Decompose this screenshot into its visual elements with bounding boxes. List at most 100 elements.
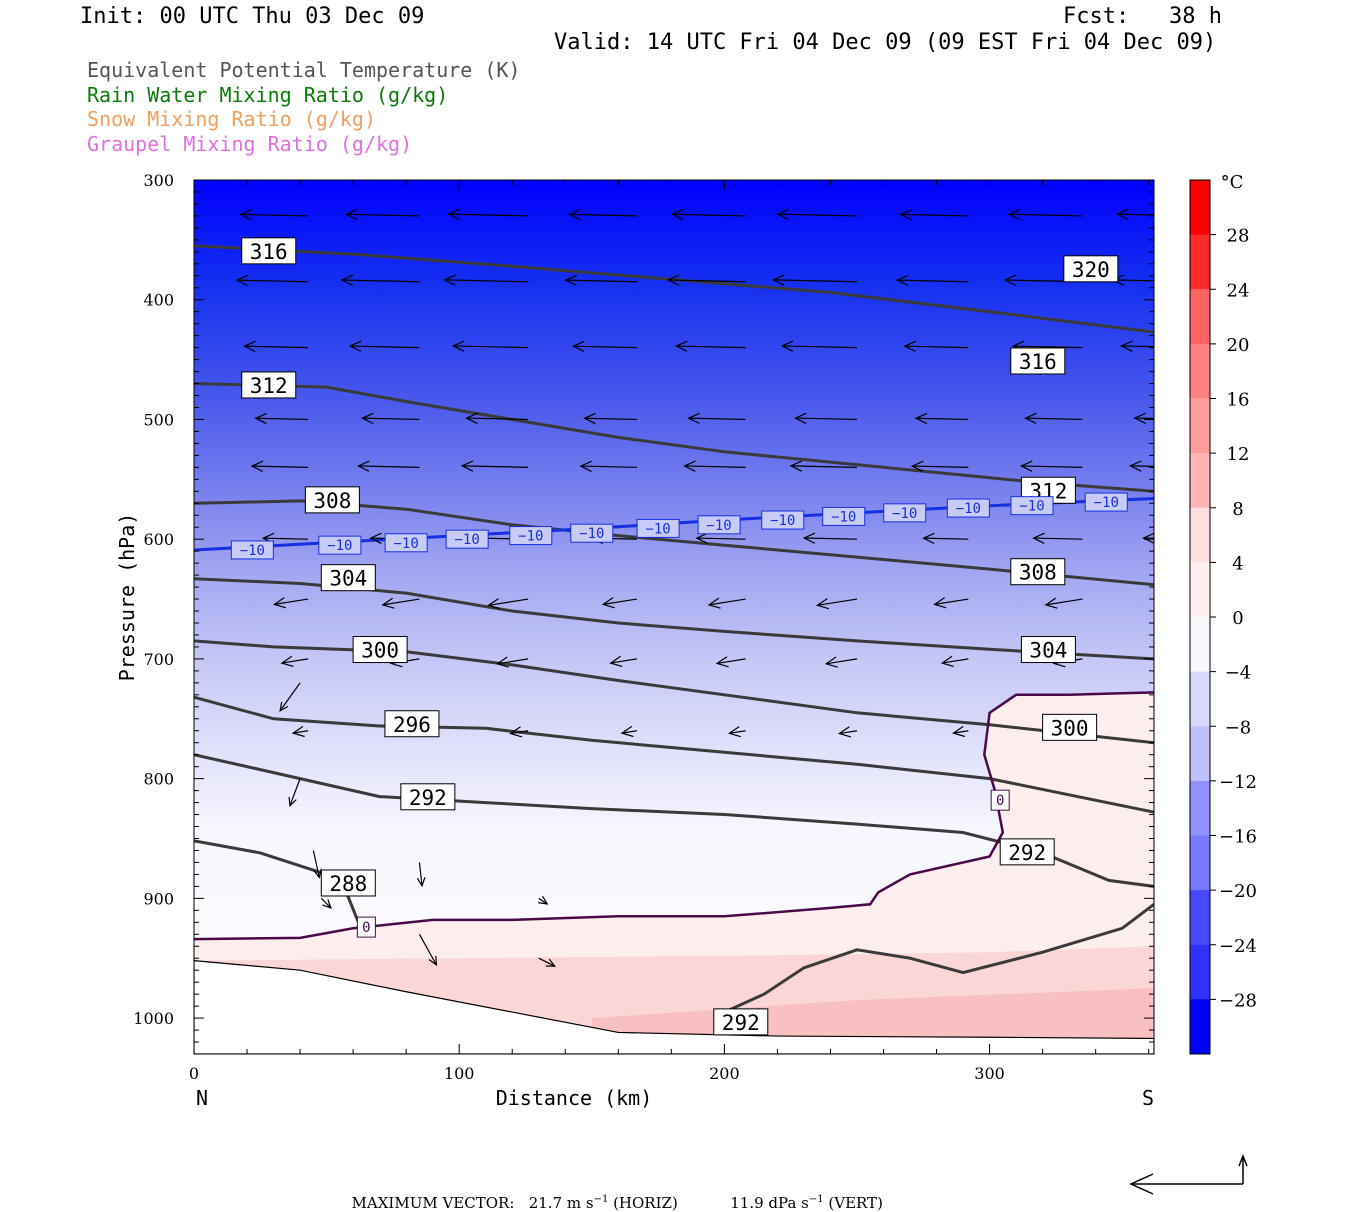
colorbar-swatch bbox=[1190, 343, 1210, 399]
wind-vector-head bbox=[443, 274, 456, 286]
max-vector-label: MAXIMUM VECTOR: bbox=[351, 1194, 515, 1212]
colorbar-swatch bbox=[1190, 562, 1210, 618]
wind-vector-head bbox=[940, 655, 954, 667]
x-tick-label: 300 bbox=[974, 1064, 1005, 1083]
wind-vector-head bbox=[250, 460, 264, 472]
wind-vector-head bbox=[780, 340, 794, 352]
wind-vector bbox=[584, 417, 637, 421]
x-tick-label: 0 bbox=[189, 1064, 199, 1083]
wind-vector-head bbox=[727, 726, 741, 738]
colorbar-label: 12 bbox=[1227, 444, 1250, 465]
theta-e-label: 288 bbox=[329, 872, 367, 896]
init-time: Init: 00 UTC Thu 03 Dec 09 bbox=[80, 4, 425, 29]
wind-vector bbox=[942, 658, 969, 664]
wind-vector-head bbox=[460, 460, 474, 472]
theta-e-label-box bbox=[1042, 713, 1098, 741]
wind-vector bbox=[462, 465, 529, 468]
wind-vector-head bbox=[340, 274, 354, 286]
theta-e-label: 300 bbox=[1051, 716, 1089, 740]
wind-vector bbox=[342, 279, 420, 283]
wind-vector bbox=[362, 417, 420, 421]
wind-vector-head bbox=[666, 274, 680, 286]
y-tick-label: 900 bbox=[143, 889, 174, 908]
theta-e-label: 304 bbox=[1029, 639, 1067, 663]
wind-vector bbox=[1045, 598, 1083, 606]
wind-vector-head bbox=[922, 532, 935, 545]
wind-vector bbox=[281, 658, 309, 664]
wind-vector bbox=[292, 730, 309, 734]
wind-vector bbox=[1112, 279, 1154, 282]
wind-vector bbox=[538, 957, 556, 967]
y-tick-label: 500 bbox=[143, 410, 174, 429]
max-vector-readout: MAXIMUM VECTOR: 21.7 m s−1 (HORIZ) 11.9 … bbox=[342, 1176, 883, 1212]
wind-vector-head bbox=[910, 460, 924, 472]
wind-vector bbox=[580, 465, 637, 468]
x-axis-title: Distance (km) bbox=[496, 1086, 653, 1110]
isotherm-0 bbox=[194, 691, 1154, 941]
wind-vector-head bbox=[838, 726, 852, 738]
theta-e-label-box bbox=[241, 371, 297, 399]
wind-vector-head bbox=[1019, 460, 1033, 472]
wind-vectors bbox=[235, 208, 1178, 967]
wind-vector bbox=[274, 598, 309, 605]
wind-vector-head bbox=[776, 208, 789, 221]
wind-vector-head bbox=[273, 597, 287, 609]
wind-vector bbox=[790, 465, 857, 468]
wind-vector-head bbox=[715, 656, 729, 668]
x-end-label-left: N bbox=[196, 1086, 208, 1110]
wind-vector bbox=[603, 598, 637, 605]
wind-vector bbox=[729, 730, 746, 734]
wind-vector bbox=[684, 465, 746, 468]
colorbar-label: 0 bbox=[1232, 608, 1243, 629]
wind-vector-head bbox=[793, 412, 807, 424]
wind-vector-head bbox=[545, 958, 557, 967]
wind-vector bbox=[795, 417, 857, 421]
isotherm-label-box bbox=[356, 916, 376, 938]
wind-vector-head bbox=[360, 412, 374, 425]
wind-vector bbox=[1009, 213, 1083, 217]
theta-e-label: 312 bbox=[250, 374, 288, 398]
isotherm-label: −10 bbox=[1019, 499, 1044, 515]
theta-e-label-box bbox=[400, 783, 456, 811]
colorbar-swatch bbox=[1190, 835, 1210, 891]
theta-e-label: 300 bbox=[361, 639, 399, 663]
theta-e-label-box bbox=[352, 636, 408, 664]
wind-vector bbox=[826, 658, 858, 665]
colorbar-label: 20 bbox=[1227, 335, 1250, 356]
wind-vector-head bbox=[369, 532, 382, 544]
x-tick-label: 200 bbox=[709, 1064, 740, 1083]
colorbar-label: −20 bbox=[1219, 881, 1257, 902]
theta-e-label-box bbox=[384, 710, 440, 738]
max-vert-value: 11.9 dPa s bbox=[730, 1194, 809, 1212]
colorbar-label: 24 bbox=[1227, 280, 1250, 301]
wind-vector bbox=[782, 345, 857, 349]
wind-vector-head bbox=[1166, 657, 1178, 667]
theta-e-label: 304 bbox=[329, 567, 367, 591]
wind-vector bbox=[953, 730, 969, 734]
wind-vector bbox=[773, 279, 857, 283]
colorbar-label: 8 bbox=[1232, 499, 1243, 520]
isotherm-label: −10 bbox=[892, 506, 917, 522]
wind-vector-head bbox=[416, 877, 426, 888]
isotherm-label: −10 bbox=[956, 501, 981, 517]
wind-vector bbox=[488, 598, 529, 606]
colorbar-swatch bbox=[1190, 780, 1210, 836]
wind-vector-head bbox=[771, 274, 785, 286]
wind-vector bbox=[320, 897, 332, 909]
wind-vector-head bbox=[674, 340, 688, 352]
theta-e-contour-292 bbox=[729, 903, 1154, 1012]
wind-vector-head bbox=[538, 895, 549, 905]
wind-vector bbox=[1134, 417, 1154, 420]
colorbar-swatch bbox=[1190, 507, 1210, 563]
colorbar-swatch bbox=[1190, 234, 1210, 290]
colorbar-label: −12 bbox=[1219, 772, 1257, 793]
field-label-snow: Snow Mixing Ratio (g/kg) bbox=[87, 107, 376, 131]
wind-vector-head bbox=[571, 340, 585, 353]
wind-vector bbox=[1130, 465, 1154, 467]
terrain bbox=[194, 960, 1154, 1054]
wind-vector-head bbox=[465, 412, 478, 424]
isotherm-label: −10 bbox=[645, 521, 670, 537]
wind-vector-head bbox=[620, 725, 634, 738]
colorbar-label: 16 bbox=[1227, 390, 1250, 411]
max-vert-tag: (VERT) bbox=[823, 1194, 883, 1212]
